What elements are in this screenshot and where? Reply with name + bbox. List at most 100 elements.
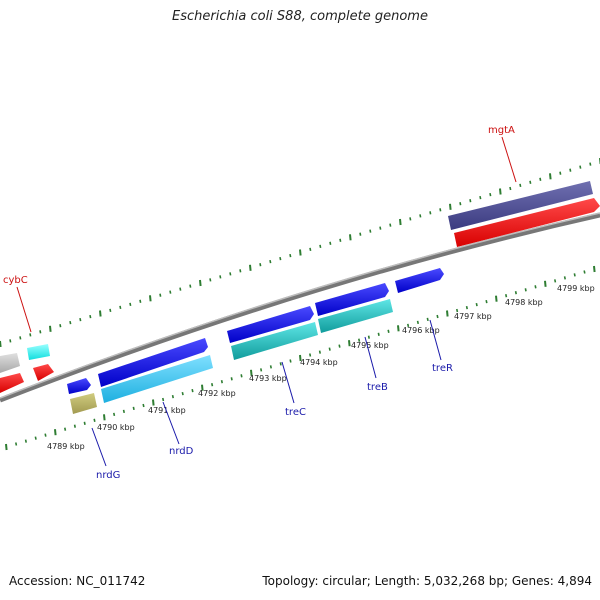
tick-mark-lower	[475, 302, 478, 307]
tick-mark-upper	[309, 247, 312, 252]
tick-mark-lower	[122, 409, 125, 414]
tick-mark-lower	[103, 414, 106, 421]
tick-mark-lower	[573, 273, 576, 277]
tick-mark-lower	[279, 362, 282, 366]
tick-mark-upper	[149, 295, 152, 302]
tick-mark-upper	[339, 238, 342, 242]
tick-mark-lower	[132, 406, 135, 411]
tick-mark-lower	[456, 308, 459, 313]
tick-mark-lower	[152, 399, 155, 406]
tick-mark-upper	[459, 202, 462, 206]
lower-strand-features	[0, 198, 600, 414]
leader-line-treR	[429, 319, 442, 361]
tick-label: 4794 kbp	[300, 358, 338, 367]
tick-mark-lower	[24, 439, 27, 443]
gene-feature-treC-blue	[227, 306, 314, 343]
tick-mark-upper	[279, 256, 282, 261]
tick-mark-upper	[589, 162, 592, 166]
tick-mark-upper	[359, 232, 362, 236]
tick-mark-upper	[79, 317, 82, 322]
gene-feature-treB-teal	[318, 299, 393, 333]
gene-feature-treB-blue	[315, 283, 389, 316]
tick-mark-lower	[181, 391, 184, 396]
tick-mark-upper	[39, 330, 42, 334]
tick-mark-lower	[15, 442, 18, 446]
tick-mark-lower	[426, 317, 429, 322]
tick-mark-upper	[419, 214, 422, 218]
tick-mark-lower	[230, 377, 233, 381]
tick-label: 4792 kbp	[198, 389, 236, 398]
gene-label-nrdG: nrdG	[96, 470, 120, 481]
tick-mark-lower	[191, 388, 194, 393]
tick-mark-upper	[49, 325, 52, 332]
tick-mark-upper	[319, 244, 322, 249]
tick-mark-upper	[169, 290, 172, 294]
tick-mark-upper	[369, 229, 372, 233]
tick-mark-upper	[219, 275, 222, 279]
tick-mark-upper	[189, 284, 192, 288]
tick-mark-lower	[220, 380, 223, 384]
tick-mark-lower	[495, 295, 498, 302]
tick-mark-upper	[19, 336, 22, 340]
genome-backbone-highlight	[0, 212, 600, 399]
tick-mark-upper	[239, 269, 242, 273]
tick-mark-lower	[44, 433, 47, 437]
gene-feature-treR-blue	[395, 268, 444, 293]
leader-line-treC	[281, 361, 295, 404]
gene-feature-nrdG-arrow	[67, 378, 91, 394]
tick-mark-lower	[534, 285, 537, 289]
tick-mark-upper	[159, 293, 162, 297]
tick-row-upper	[0, 158, 600, 348]
tick-mark-upper	[0, 340, 2, 348]
tick-mark-lower	[338, 344, 341, 348]
tick-mark-lower	[171, 394, 174, 399]
leader-line-cybC	[16, 286, 32, 333]
tick-mark-lower	[73, 424, 76, 428]
leader-line-nrdD	[162, 401, 180, 445]
tick-mark-upper	[229, 272, 232, 276]
tick-mark-lower	[309, 353, 312, 357]
tick-mark-upper	[29, 333, 32, 337]
gene-label-treB: treB	[367, 382, 388, 393]
tick-mark-upper	[489, 192, 492, 197]
tick-mark-lower	[142, 403, 145, 408]
tick-mark-upper	[179, 287, 182, 291]
tick-mark-lower	[260, 368, 263, 372]
tick-mark-lower	[367, 335, 370, 339]
tick-mark-lower	[83, 421, 86, 425]
tick-mark-lower	[563, 276, 566, 280]
accession-label: Accession: NC_011742	[9, 574, 146, 588]
tick-label: 4791 kbp	[148, 406, 186, 415]
tick-mark-upper	[269, 259, 272, 264]
tick-mark-upper	[549, 173, 552, 180]
gene-feature-nrdG-olive	[70, 393, 97, 414]
tick-mark-lower	[348, 340, 351, 347]
tick-mark-lower	[34, 436, 37, 440]
tick-mark-lower	[162, 397, 165, 402]
gene-feature-upper-gray	[0, 353, 20, 373]
tick-mark-lower	[269, 365, 272, 369]
tick-label: 4796 kbp	[402, 326, 440, 335]
tick-mark-upper	[509, 186, 512, 191]
tick-label: 4795 kbp	[351, 341, 389, 350]
genome-backbone	[0, 212, 600, 403]
gene-feature-nrdD-sky	[101, 355, 213, 403]
tick-mark-upper	[519, 183, 522, 188]
tick-mark-upper	[259, 263, 262, 267]
tick-labels: 4789 kbp 4790 kbp 4791 kbp 4792 kbp 4793…	[47, 284, 595, 451]
tick-mark-upper	[299, 249, 302, 256]
tick-mark-upper	[89, 314, 92, 319]
leader-line-nrdG	[91, 427, 107, 467]
gene-label-leaders	[16, 136, 517, 467]
map-title: Escherichia coli S88, complete genome	[172, 9, 428, 24]
tick-mark-lower	[5, 443, 8, 451]
gene-feature-cybC-red	[33, 364, 54, 381]
tick-label: 4799 kbp	[557, 284, 595, 293]
gene-feature-treC-teal	[231, 322, 318, 360]
tick-mark-lower	[446, 310, 449, 317]
tick-label: 4797 kbp	[454, 312, 492, 321]
tick-mark-lower	[318, 350, 321, 354]
tick-mark-lower	[113, 412, 116, 417]
tick-mark-lower	[299, 354, 302, 362]
